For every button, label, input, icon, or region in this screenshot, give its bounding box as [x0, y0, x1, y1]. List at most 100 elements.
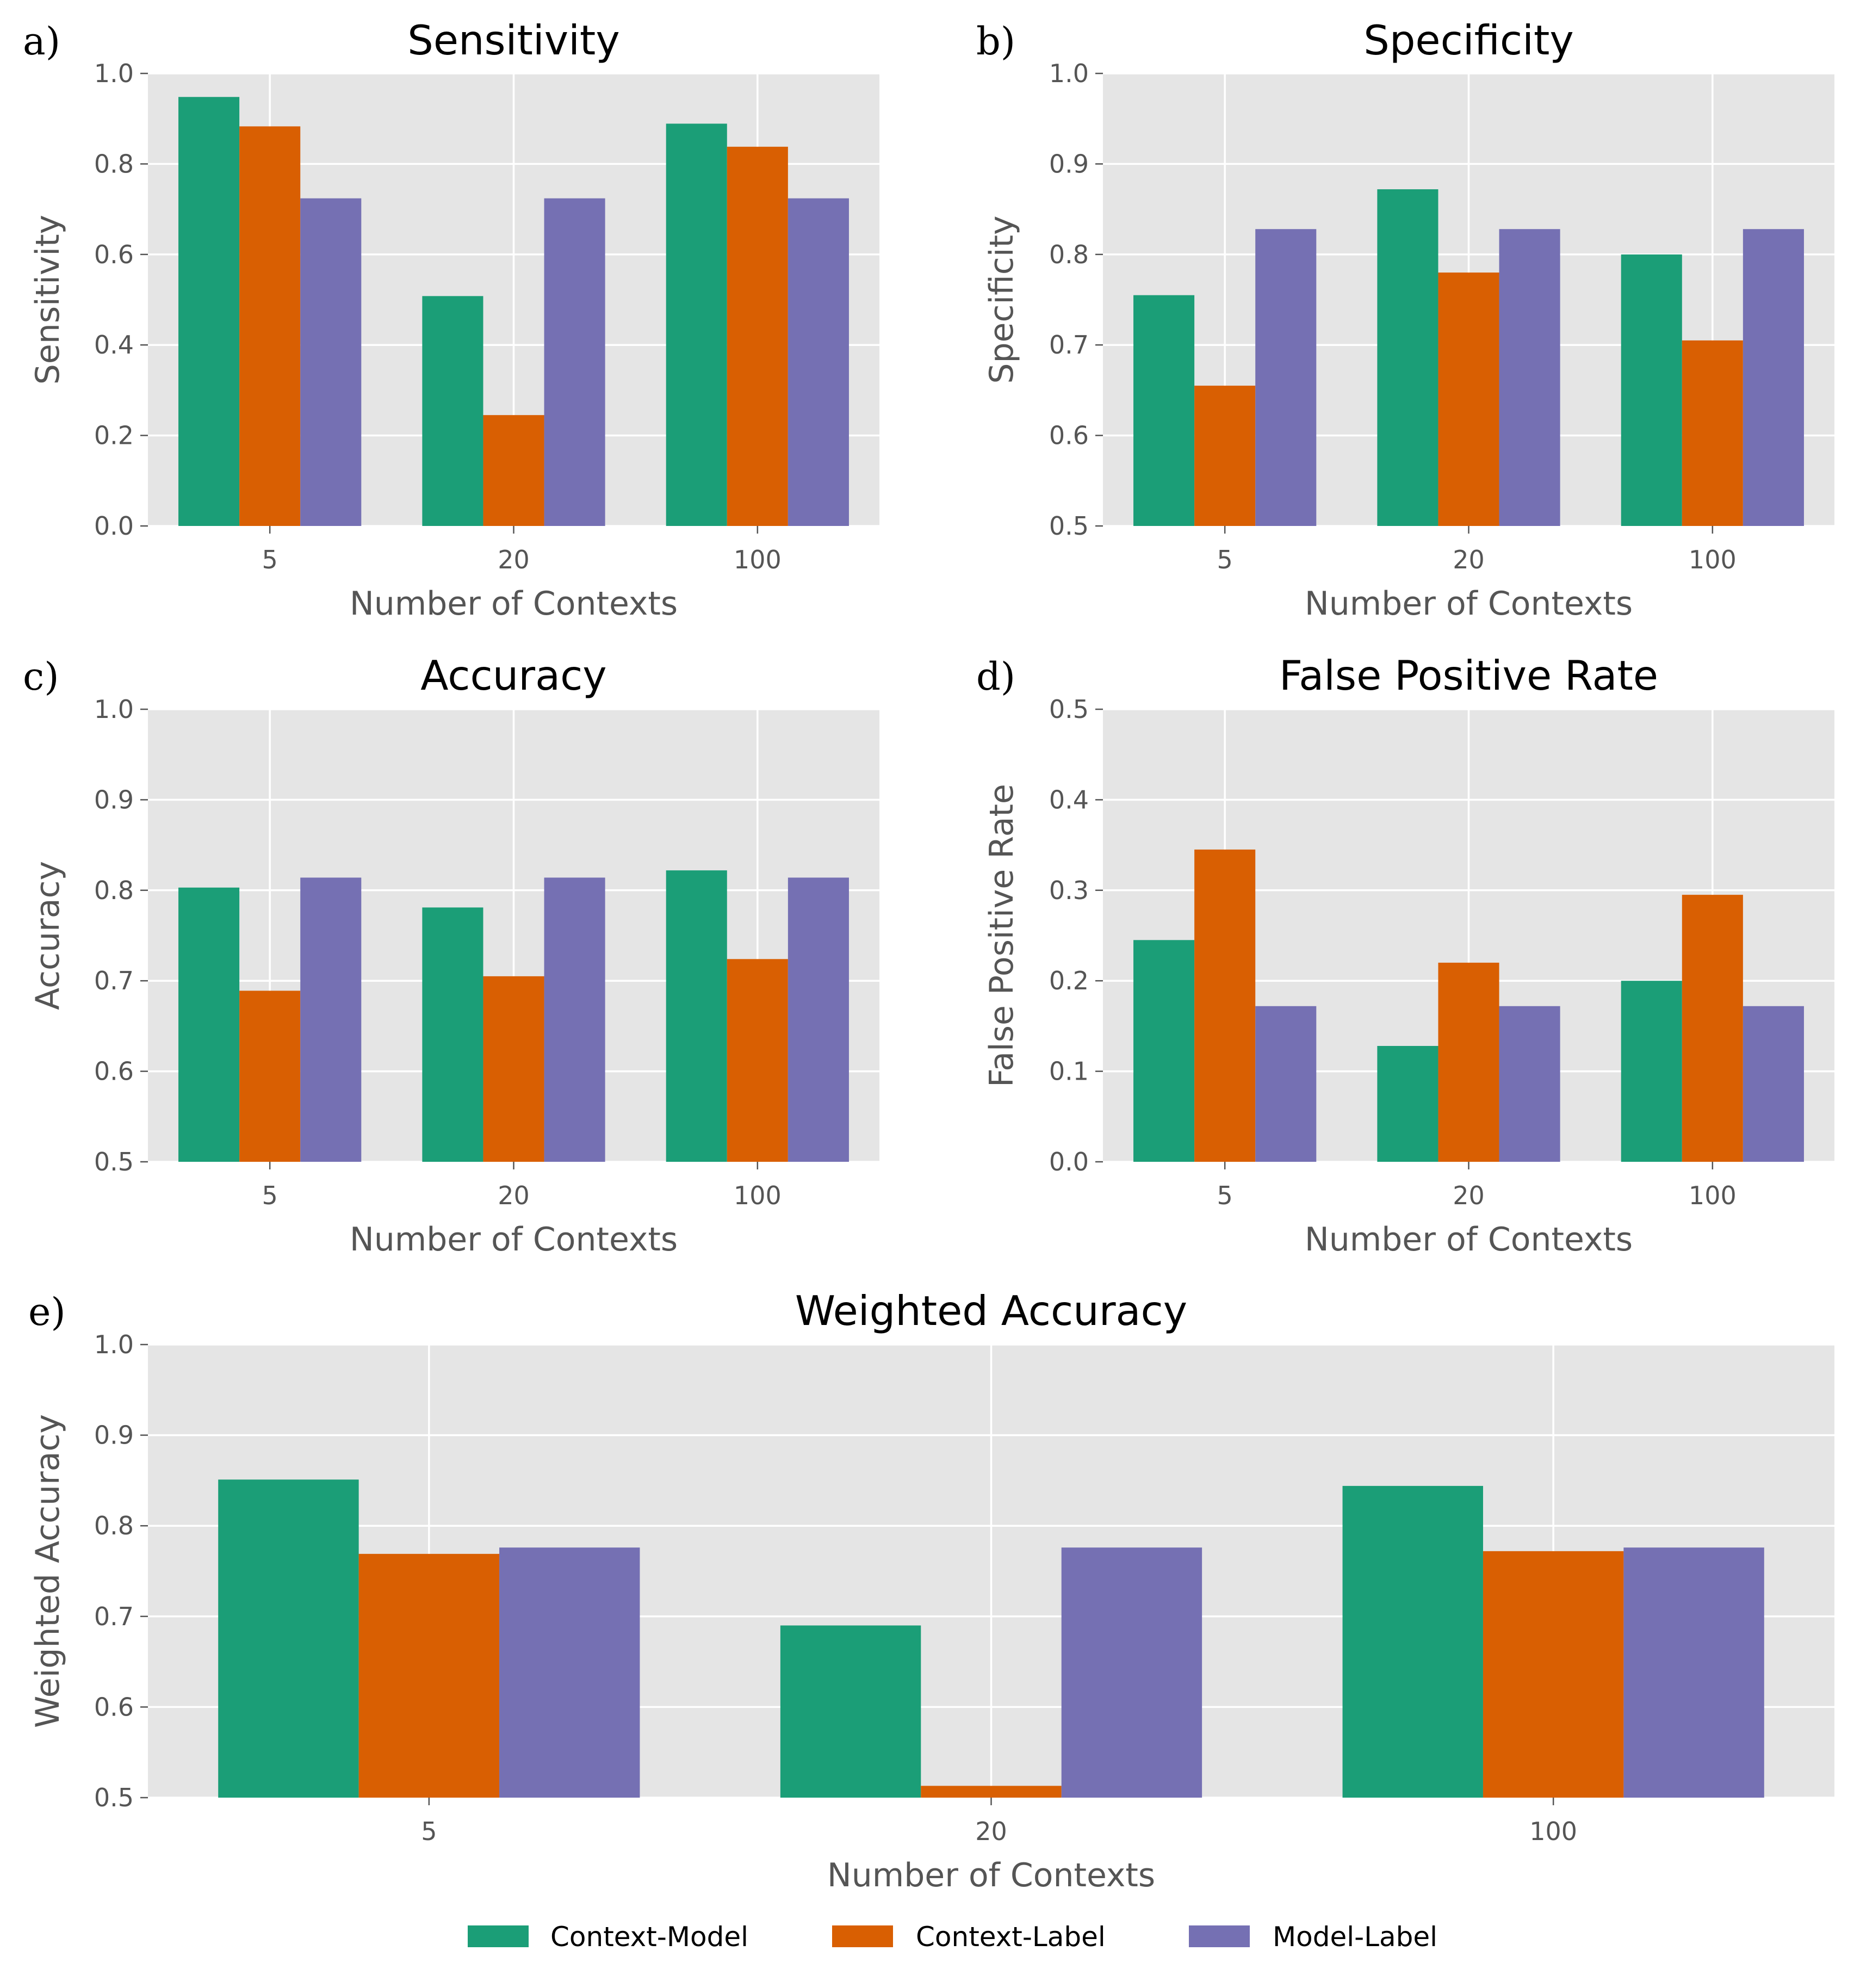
- bar-model-label-5: [1255, 1006, 1317, 1162]
- x-tick-label: 5: [262, 545, 278, 574]
- bar-context-label-5: [1194, 386, 1256, 526]
- legend-swatch: [832, 1925, 893, 1947]
- bar-context-model-5: [178, 887, 240, 1162]
- bar-context-model-20: [1377, 189, 1438, 526]
- y-tick-label: 0.7: [1049, 330, 1089, 360]
- bar-model-label-20: [1499, 229, 1560, 526]
- legend: Context-Model Context-Label Model-Label: [468, 1921, 1437, 1953]
- x-tick-label: 100: [1689, 1181, 1737, 1210]
- panel-letter: d): [976, 654, 1015, 699]
- panel-letter: c): [23, 654, 59, 699]
- x-axis-label: Number of Contexts: [350, 1221, 678, 1259]
- x-tick-label: 20: [498, 545, 530, 574]
- y-tick-label: 0.6: [1049, 421, 1089, 450]
- panel-title: Accuracy: [420, 652, 606, 699]
- x-axis-label: Number of Contexts: [350, 585, 678, 623]
- bar-context-label-100: [727, 146, 788, 526]
- y-tick-label: 0.2: [94, 421, 134, 450]
- y-tick-label: 0.7: [94, 966, 134, 995]
- y-tick-label: 0.8: [94, 1511, 134, 1540]
- y-axis-label: False Positive Rate: [983, 784, 1021, 1087]
- panel-title: Sensitivity: [407, 16, 619, 64]
- bar-model-label-5: [1255, 229, 1317, 526]
- y-tick-label: 0.5: [1049, 511, 1089, 541]
- panel-e: 0.5 0.6 0.7 0.8 0.9 1.0 5 20 100 Weighted Accurac…: [28, 1287, 1834, 1894]
- bar-context-model-100: [1621, 981, 1682, 1162]
- bar-context-label-20: [921, 1786, 1062, 1798]
- x-tick-label: 5: [1217, 1181, 1233, 1210]
- y-tick-label: 0.6: [94, 1692, 134, 1721]
- legend-item-context-model: Context-Model: [468, 1921, 748, 1953]
- bar-context-label-100: [1682, 895, 1743, 1162]
- bar-context-model-5: [1133, 295, 1195, 526]
- y-tick-label: 0.0: [1049, 1147, 1089, 1176]
- y-tick-label: 0.6: [94, 1057, 134, 1086]
- y-tick-label: 1.0: [94, 1330, 134, 1359]
- x-tick-label: 20: [1453, 545, 1485, 574]
- x-axis-label: Number of Contexts: [1305, 585, 1633, 623]
- y-tick-label: 0.4: [1049, 785, 1089, 814]
- bar-context-label-5: [239, 990, 301, 1162]
- bar-context-label-20: [1438, 962, 1499, 1162]
- bar-context-model-20: [780, 1625, 921, 1798]
- x-tick-label: 20: [498, 1181, 530, 1210]
- x-tick-label: 20: [975, 1817, 1007, 1846]
- panel-letter: e): [28, 1290, 66, 1334]
- bar-context-label-5: [1194, 849, 1256, 1162]
- bar-context-model-5: [218, 1479, 359, 1798]
- legend-label: Model-Label: [1273, 1921, 1437, 1953]
- bar-context-model-100: [1342, 1485, 1483, 1798]
- panel-title: Weighted Accuracy: [795, 1287, 1187, 1335]
- x-tick-label: 100: [1529, 1817, 1577, 1846]
- bar-model-label-20: [1499, 1006, 1560, 1162]
- y-tick-label: 0.7: [94, 1602, 134, 1631]
- panel-letter: b): [976, 19, 1015, 64]
- bar-context-model-100: [666, 123, 727, 527]
- bar-context-model-5: [178, 97, 240, 526]
- panel-d: 0.0 0.1 0.2 0.3 0.4 0.5 5 20 100 False Positive R…: [976, 652, 1834, 1259]
- bar-context-label-5: [239, 126, 301, 526]
- y-tick-label: 0.9: [94, 785, 134, 814]
- legend-label: Context-Label: [916, 1921, 1106, 1953]
- y-tick-label: 0.9: [1049, 149, 1089, 178]
- panel-a: 0.0 0.2 0.4 0.6 0.8 1.0 5 20 100 Sensitivity Numbe…: [23, 16, 879, 623]
- bar-context-model-20: [422, 296, 483, 526]
- bar-context-label-100: [1682, 340, 1743, 526]
- bar-context-model-5: [1133, 940, 1195, 1162]
- x-axis-label: Number of Contexts: [1305, 1221, 1633, 1259]
- y-tick-label: 0.5: [94, 1147, 134, 1176]
- legend-label: Context-Model: [550, 1921, 748, 1953]
- y-tick-label: 0.2: [1049, 966, 1089, 995]
- bar-model-label-100: [1743, 229, 1804, 526]
- panel-c: 0.5 0.6 0.7 0.8 0.9 1.0 5 20 100 Accuracy Number o…: [23, 652, 879, 1259]
- bar-model-label-5: [300, 198, 362, 527]
- bar-context-model-100: [1621, 254, 1682, 526]
- y-tick-label: 0.8: [94, 149, 134, 178]
- bar-model-label-100: [788, 877, 849, 1162]
- panel-b: 0.5 0.6 0.7 0.8 0.9 1.0 5 20 100 Specificity Numbe…: [976, 16, 1834, 623]
- bar-model-label-100: [788, 198, 849, 527]
- bar-model-label-100: [1623, 1547, 1764, 1798]
- panel-title: Specificity: [1363, 16, 1574, 64]
- bar-model-label-20: [544, 198, 605, 527]
- x-tick-label: 5: [421, 1817, 437, 1846]
- bar-context-label-20: [483, 415, 544, 526]
- bar-model-label-100: [1743, 1006, 1804, 1162]
- bar-model-label-20: [1061, 1547, 1202, 1798]
- bar-context-model-100: [666, 870, 727, 1162]
- bar-context-label-100: [1483, 1551, 1624, 1798]
- y-axis-label: Accuracy: [29, 861, 67, 1010]
- bar-context-label-5: [358, 1553, 500, 1798]
- bar-model-label-5: [499, 1547, 640, 1798]
- panel-title: False Positive Rate: [1279, 652, 1658, 699]
- y-tick-label: 0.9: [94, 1421, 134, 1450]
- y-tick-label: 0.1: [1049, 1057, 1089, 1086]
- y-axis-label: Specificity: [983, 215, 1021, 383]
- panel-letter: a): [23, 19, 60, 64]
- y-tick-label: 0.6: [94, 240, 134, 269]
- bar-context-label-100: [727, 959, 788, 1162]
- x-tick-label: 20: [1453, 1181, 1485, 1210]
- bar-context-label-20: [483, 976, 544, 1162]
- legend-item-context-label: Context-Label: [832, 1921, 1106, 1953]
